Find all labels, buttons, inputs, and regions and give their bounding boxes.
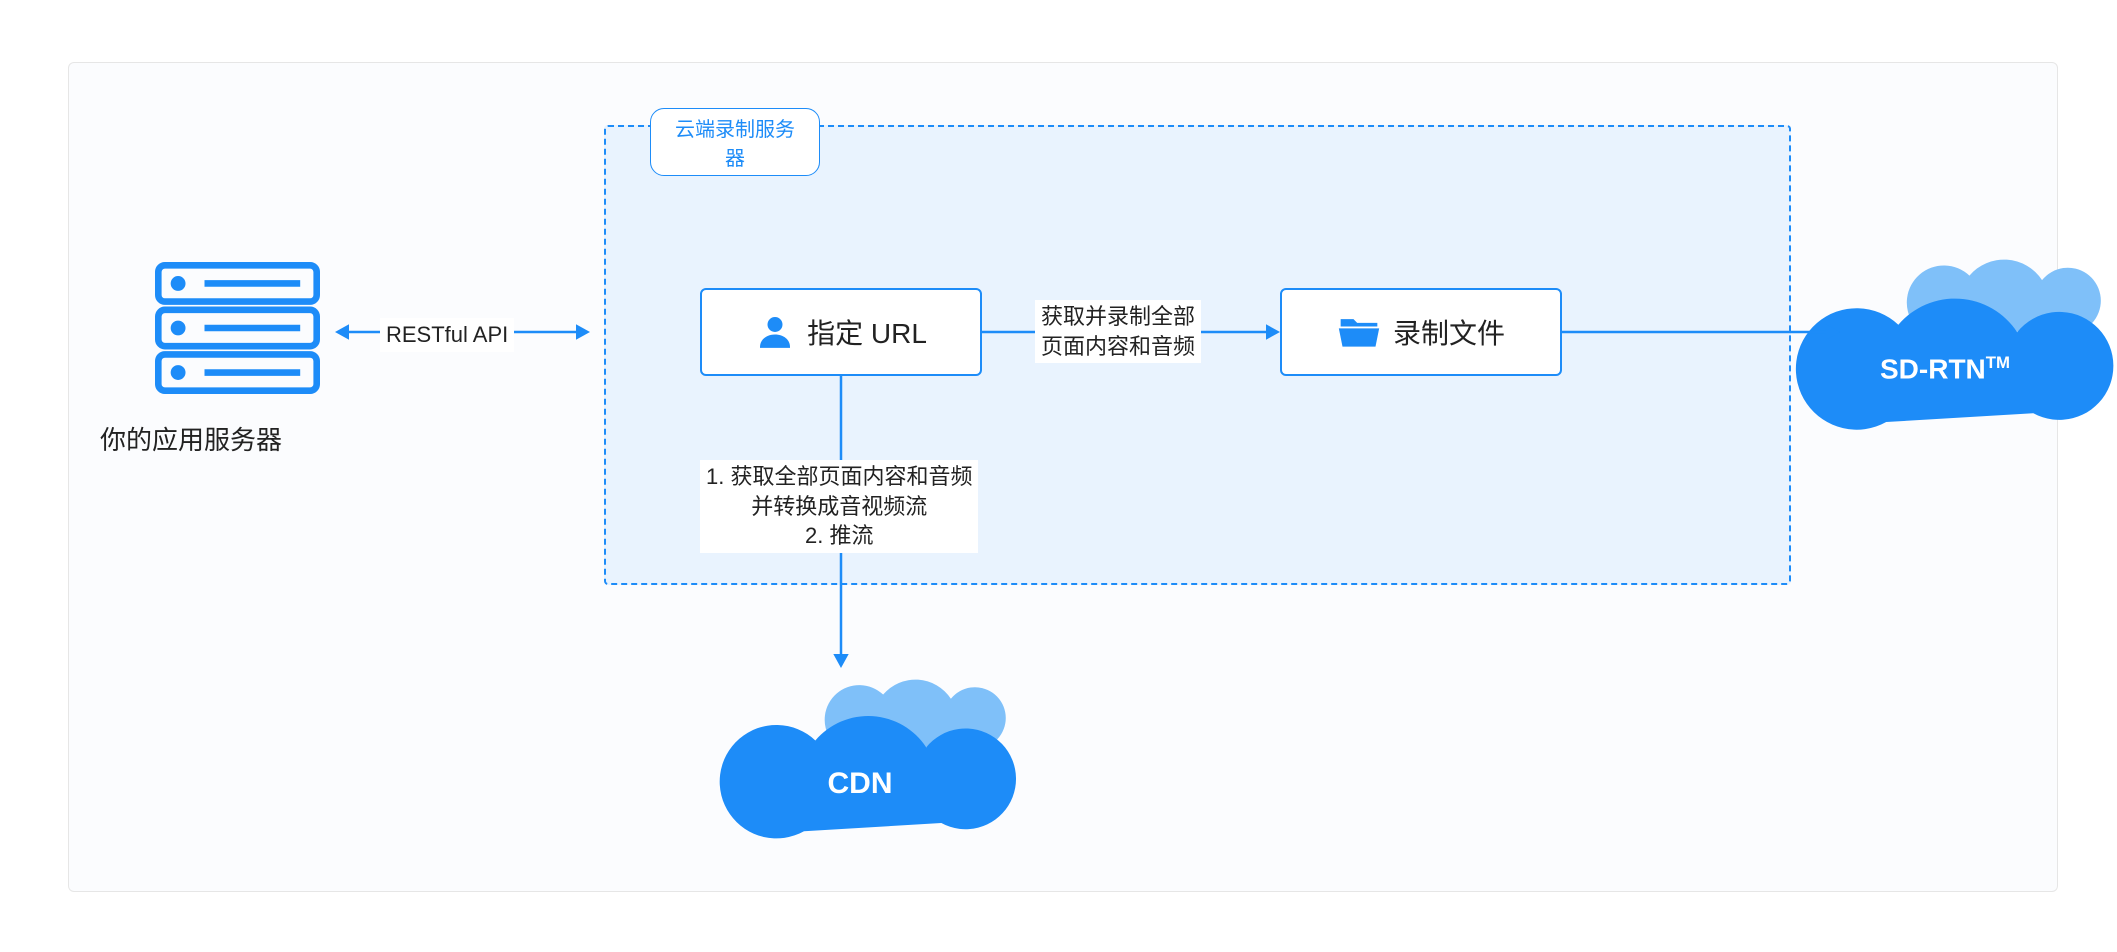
- node-file-label: 录制文件: [1393, 312, 1505, 352]
- app-server-label: 你的应用服务器: [100, 420, 282, 457]
- node-url-label: 指定 URL: [807, 312, 927, 352]
- node-recording-file: 录制文件: [1280, 288, 1562, 376]
- diagram-canvas: 云端录制服务器 你的应用服务器 指定 URL 录: [0, 0, 2117, 952]
- folder-icon: [1337, 312, 1381, 352]
- edge-label-restful-api: RESTful API: [380, 318, 514, 352]
- app-server-icon: [155, 262, 320, 394]
- user-icon: [755, 312, 795, 352]
- node-specify-url: 指定 URL: [700, 288, 982, 376]
- cloud-sdrtn: [1840, 260, 2050, 410]
- cloud-sdrtn-label: SD-RTNTM: [1840, 353, 2050, 385]
- edge-label-push-stream: 1. 获取全部页面内容和音频并转换成音视频流2. 推流: [700, 460, 978, 553]
- region-label: 云端录制服务器: [650, 108, 820, 176]
- edge-label-fetch-record: 获取并录制全部页面内容和音频: [1035, 300, 1201, 363]
- cloud-cdn-label: CDN: [760, 767, 960, 801]
